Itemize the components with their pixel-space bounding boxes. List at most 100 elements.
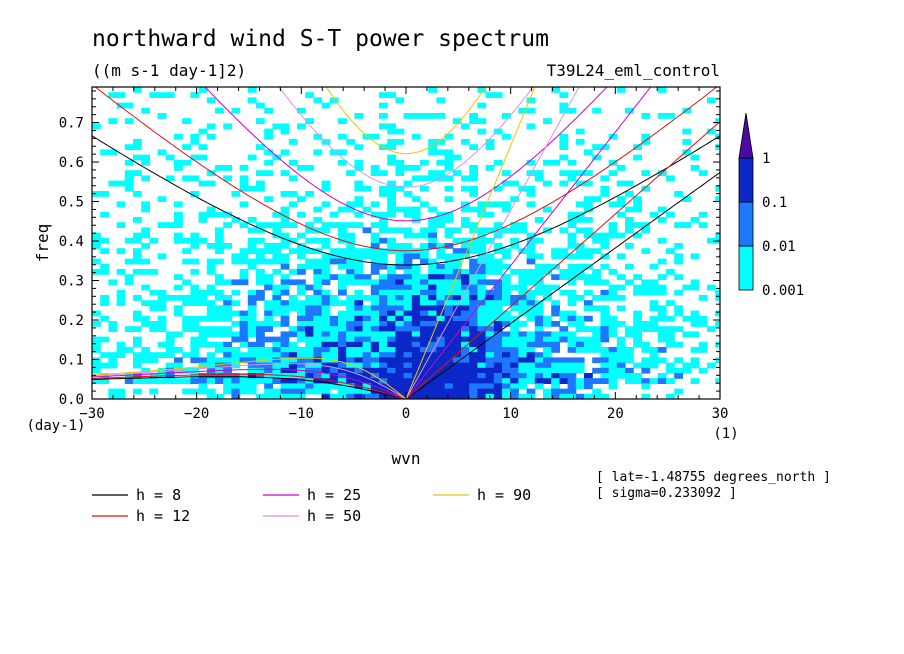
power-cell-level-0.01 — [313, 352, 323, 358]
power-cell-level-0.01 — [510, 352, 519, 358]
power-cell-level-0.001 — [641, 341, 651, 348]
power-cell-level-0.01 — [362, 227, 372, 234]
power-cell-level-0.01 — [338, 373, 347, 379]
power-cell-level-0.01 — [370, 393, 380, 399]
power-cell-level-0.01 — [477, 373, 487, 379]
power-cell-level-0.1 — [428, 295, 437, 301]
power-cell-level-0.001 — [149, 289, 159, 296]
power-cell-level-0.001 — [190, 289, 200, 296]
power-cell-level-0.001 — [190, 347, 200, 353]
power-cell-level-0.001 — [485, 201, 495, 208]
power-cell-level-0.001 — [247, 185, 257, 192]
power-cell-level-0.001 — [403, 305, 413, 312]
power-cell-level-0.001 — [190, 269, 200, 275]
power-cell-level-0.01 — [313, 305, 323, 312]
power-cell-level-0.01 — [280, 263, 290, 270]
power-cell-level-0.1 — [461, 367, 470, 374]
power-cell-level-0.001 — [592, 305, 601, 312]
power-cell-level-0.001 — [288, 347, 298, 353]
power-cell-level-0.01 — [551, 274, 560, 280]
power-cell-level-0.001 — [616, 201, 626, 208]
power-cell-level-0.001 — [551, 331, 560, 338]
power-cell-level-0.01 — [247, 341, 257, 348]
power-cell-level-0.001 — [387, 206, 396, 213]
power-cell-level-0.001 — [502, 341, 511, 348]
power-cell-level-0.001 — [338, 378, 347, 384]
power-cell-level-0.001 — [297, 289, 306, 296]
power-cell-level-0.001 — [370, 352, 380, 358]
power-cell-level-0.001 — [272, 362, 282, 369]
power-cell-level-0.001 — [362, 341, 372, 348]
power-cell-level-0.001 — [575, 170, 585, 176]
power-cell-level-0.1 — [354, 341, 364, 348]
power-cell-level-0.01 — [297, 362, 306, 369]
power-cell-level-0.001 — [313, 263, 323, 270]
power-cell-level-0.001 — [370, 300, 380, 306]
power-cell-level-0.1 — [436, 399, 445, 405]
power-cell-level-0.001 — [526, 331, 536, 338]
power-cell-level-0.1 — [420, 305, 429, 312]
power-cell-level-0.001 — [559, 315, 569, 322]
power-cell-level-0.001 — [141, 399, 150, 405]
power-cell-level-0.01 — [288, 388, 298, 395]
power-cell-level-0.001 — [534, 263, 544, 270]
power-cell-level-0.1 — [444, 378, 454, 384]
power-cell-level-0.01 — [403, 258, 413, 265]
power-cell-level-0.001 — [379, 248, 388, 254]
power-cell-level-0.001 — [444, 185, 454, 192]
power-cell-level-0.001 — [559, 170, 569, 176]
power-cell-level-0.1 — [329, 341, 339, 348]
power-cell-level-0.1 — [485, 388, 495, 395]
power-cell-level-0.001 — [379, 113, 388, 119]
power-cell-level-0.001 — [297, 321, 306, 327]
power-cell-level-0.001 — [469, 144, 478, 150]
power-cell-level-0.001 — [633, 310, 642, 317]
legend-entry: h = 90 — [477, 486, 531, 504]
power-cell-level-0.001 — [534, 367, 544, 374]
power-cell-level-0.001 — [428, 300, 437, 306]
power-cell-level-0.001 — [247, 248, 257, 254]
power-cell-level-0.1 — [453, 399, 462, 405]
power-cell-level-0.001 — [133, 326, 142, 332]
power-cell-level-0.001 — [526, 201, 536, 208]
power-cell-level-0.001 — [641, 383, 651, 390]
power-cell-level-0.1 — [387, 341, 396, 348]
power-cell-level-0.001 — [526, 159, 536, 166]
power-cell-level-0.001 — [149, 352, 159, 358]
power-cell-level-0.01 — [493, 378, 503, 384]
power-cell-level-0.001 — [288, 139, 298, 145]
power-cell-level-0.001 — [247, 388, 257, 395]
power-cell-level-0.001 — [223, 383, 232, 390]
power-cell-level-0.001 — [206, 170, 216, 176]
power-cell-level-0.1 — [411, 357, 421, 364]
power-cell-level-0.01 — [379, 263, 388, 270]
power-cell-level-0.001 — [534, 357, 544, 364]
power-cell-level-0.01 — [346, 393, 355, 399]
power-cell-level-0.001 — [346, 243, 355, 249]
power-cell-level-0.001 — [469, 185, 478, 192]
power-cell-level-0.001 — [535, 399, 544, 405]
power-cell-level-0.001 — [485, 227, 495, 234]
power-cell-level-0.001 — [223, 357, 232, 364]
power-cell-level-0.01 — [469, 305, 478, 312]
power-cell-level-0.001 — [584, 180, 593, 187]
power-cell-level-0.01 — [387, 274, 396, 280]
power-cell-level-0.001 — [584, 253, 593, 260]
power-cell-level-0.01 — [239, 331, 249, 338]
power-cell-level-0.001 — [625, 331, 634, 338]
power-cell-level-0.001 — [551, 383, 560, 390]
power-cell-level-0.001 — [543, 347, 552, 353]
power-cell-level-0.001 — [584, 170, 593, 176]
power-cell-level-0.001 — [157, 321, 167, 327]
power-cell-level-0.001 — [231, 331, 241, 338]
power-cell-level-0.001 — [600, 315, 610, 322]
power-cell-level-0.001 — [461, 206, 470, 213]
power-cell-level-0.001 — [567, 362, 577, 369]
power-cell-level-0.001 — [288, 341, 298, 348]
power-cell-level-0.001 — [682, 149, 692, 156]
power-cell-level-0.01 — [510, 295, 519, 301]
power-cell-level-0.01 — [256, 341, 265, 348]
power-cell-level-0.001 — [444, 263, 454, 270]
power-cell-level-0.01 — [534, 336, 544, 343]
power-cell-level-0.1 — [502, 399, 511, 405]
